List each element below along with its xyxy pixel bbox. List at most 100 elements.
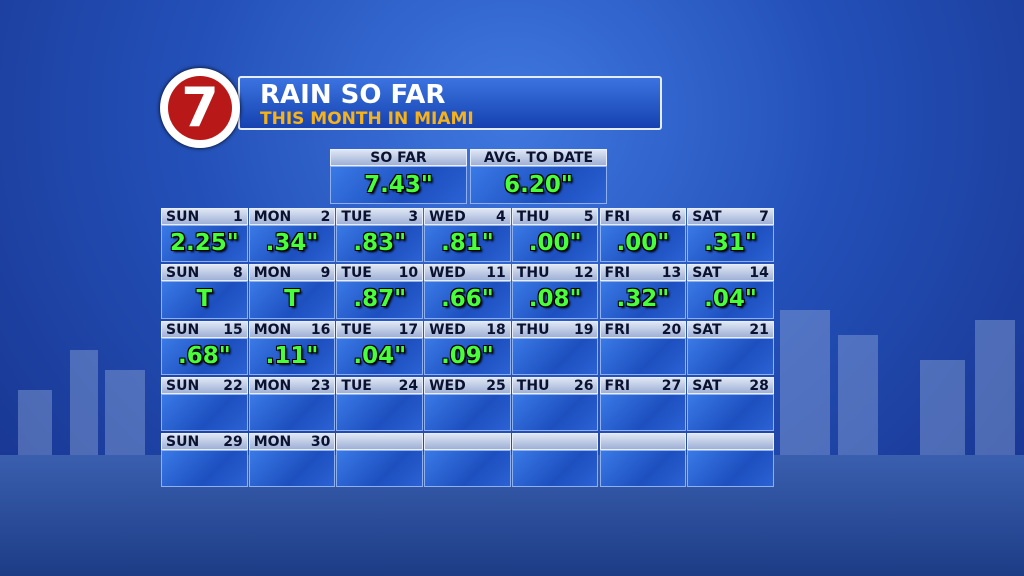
building	[780, 310, 830, 460]
day-date: 15	[223, 321, 243, 338]
day-name: SAT	[692, 209, 722, 225]
day-name: THU	[516, 209, 550, 225]
day-cell	[599, 450, 687, 488]
day-name: FRI	[604, 377, 631, 394]
logo: 7	[160, 68, 240, 148]
day-name: SUN	[166, 377, 200, 394]
title: RAIN SO FAR	[260, 80, 446, 110]
logo-number: 7	[168, 76, 232, 140]
day-header: FRI 27	[599, 376, 687, 394]
day-name: FRI	[604, 321, 631, 338]
rain-value: .32"	[616, 286, 670, 313]
day-date: 21	[749, 321, 769, 338]
day-header: MON 30	[248, 433, 336, 451]
day-header: SAT 21	[687, 320, 774, 338]
day-name: FRI	[604, 265, 631, 282]
day-name: SAT	[692, 265, 722, 282]
day-date: 1	[232, 209, 243, 225]
building	[975, 320, 1015, 460]
day-header	[511, 433, 599, 451]
day-name: TUE	[341, 321, 372, 338]
day-header: SUN 15	[161, 320, 248, 338]
day-date: 10	[398, 265, 419, 282]
subtitle: THIS MONTH IN MIAMI	[260, 109, 474, 129]
day-name: SUN	[166, 434, 200, 451]
rain-value: .81"	[441, 230, 494, 256]
day-date: 25	[486, 377, 506, 394]
day-header	[424, 433, 511, 451]
day-cell	[161, 393, 248, 432]
day-header: THU 12	[511, 264, 599, 282]
building	[105, 370, 145, 460]
day-cell: .66"	[424, 281, 511, 319]
day-date: 23	[310, 377, 331, 394]
rain-value: .00"	[528, 230, 582, 256]
rain-value: .68"	[177, 342, 231, 369]
day-cell	[687, 337, 774, 375]
skyline	[0, 300, 1024, 460]
day-header: TUE 17	[336, 320, 424, 338]
day-cell	[511, 450, 599, 488]
day-cell	[687, 393, 774, 432]
rain-value: .08"	[528, 286, 582, 313]
day-header: TUE 3	[336, 208, 424, 225]
day-name: MON	[253, 321, 292, 338]
rain-value: .83"	[353, 230, 407, 256]
day-cell: .83"	[336, 225, 424, 263]
day-date: 17	[398, 321, 419, 338]
day-date: 5	[583, 209, 594, 225]
day-date: 27	[661, 377, 682, 394]
day-name: MON	[253, 377, 292, 394]
summary-header: SO FAR	[330, 149, 467, 166]
summary-box: 7.43"	[330, 166, 467, 204]
day-date: 9	[320, 265, 331, 282]
rain-value: .31"	[704, 230, 757, 256]
day-cell	[248, 393, 336, 432]
day-date: 20	[661, 321, 682, 338]
summary-header: AVG. TO DATE	[470, 149, 607, 166]
day-date: 28	[749, 377, 769, 394]
day-header: WED 11	[424, 264, 511, 282]
day-header: FRI 13	[599, 264, 687, 282]
day-date: 8	[232, 265, 243, 282]
day-cell: 2.25"	[161, 225, 248, 263]
summary-value: 6.20"	[504, 172, 573, 198]
rain-value: T	[196, 286, 213, 313]
rain-value: .34"	[265, 230, 319, 256]
day-header: FRI 20	[599, 320, 687, 338]
day-header: SUN 8	[161, 264, 248, 282]
title-banner: RAIN SO FAR THIS MONTH IN MIAMI	[238, 76, 662, 130]
building	[70, 350, 98, 460]
building	[838, 335, 878, 460]
day-date: 11	[486, 265, 506, 282]
day-cell: .34"	[248, 225, 336, 263]
day-header: WED 25	[424, 376, 511, 394]
day-cell	[336, 393, 424, 432]
day-header: SAT 14	[687, 264, 774, 282]
day-name: SUN	[166, 321, 200, 338]
rain-value: .04"	[704, 286, 757, 313]
day-cell: .09"	[424, 337, 511, 375]
summary-value: 7.43"	[364, 172, 433, 198]
day-name: TUE	[341, 377, 372, 394]
day-name: MON	[253, 265, 292, 282]
day-cell: .81"	[424, 225, 511, 263]
day-cell: .68"	[161, 337, 248, 375]
building	[920, 360, 965, 460]
day-date: 26	[574, 377, 594, 394]
rain-value: .66"	[441, 286, 494, 313]
day-date: 14	[749, 265, 769, 282]
day-cell	[599, 393, 687, 432]
rain-value: T	[284, 286, 300, 313]
day-cell: .08"	[511, 281, 599, 319]
summary-box: 6.20"	[470, 166, 607, 204]
day-header: MON 2	[248, 208, 336, 225]
day-cell: .04"	[687, 281, 774, 319]
day-name: SAT	[692, 377, 722, 394]
day-header	[599, 433, 687, 451]
day-date: 16	[310, 321, 331, 338]
day-name: TUE	[341, 209, 372, 225]
day-name: WED	[429, 265, 466, 282]
day-header: THU 26	[511, 376, 599, 394]
rain-value: .11"	[265, 342, 319, 369]
